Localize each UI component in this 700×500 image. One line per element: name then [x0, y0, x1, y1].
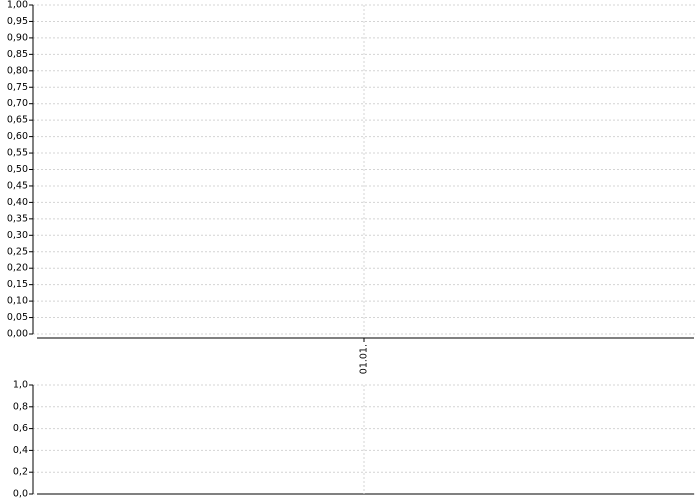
y-tick-label: 0,60	[7, 131, 28, 142]
y-tick-label: 0,40	[7, 197, 28, 208]
y-tick-label: 0,85	[7, 49, 28, 60]
y-tick-label: 1,0	[13, 380, 28, 391]
y-tick-label: 0,6	[13, 423, 28, 434]
y-tick-label: 0,8	[13, 401, 28, 412]
y-tick-label: 0,25	[7, 246, 28, 257]
y-tick-label: 0,2	[13, 467, 28, 478]
y-tick-label: 0,80	[7, 65, 28, 76]
y-tick-label: 0,95	[7, 16, 28, 27]
y-tick-label: 0,35	[7, 213, 28, 224]
y-tick-label: 0,70	[7, 98, 28, 109]
y-tick-label: 0,75	[7, 82, 28, 93]
y-tick-label: 0,65	[7, 115, 28, 126]
y-tick-label: 0,10	[7, 296, 28, 307]
y-tick-label: 1,00	[7, 0, 28, 11]
y-tick-label: 0,50	[7, 164, 28, 175]
y-tick-label: 0,0	[13, 489, 28, 500]
y-tick-label: 0,00	[7, 329, 28, 340]
y-tick-label: 0,20	[7, 263, 28, 274]
y-tick-label: 0,45	[7, 180, 28, 191]
y-tick-label: 0,15	[7, 279, 28, 290]
y-tick-label: 0,55	[7, 148, 28, 159]
y-tick-label: 0,90	[7, 32, 28, 43]
y-tick-label: 0,30	[7, 230, 28, 241]
x-tick-label: 01.01.	[359, 344, 370, 374]
y-tick-label: 0,05	[7, 312, 28, 323]
y-tick-label: 0,4	[13, 445, 28, 456]
